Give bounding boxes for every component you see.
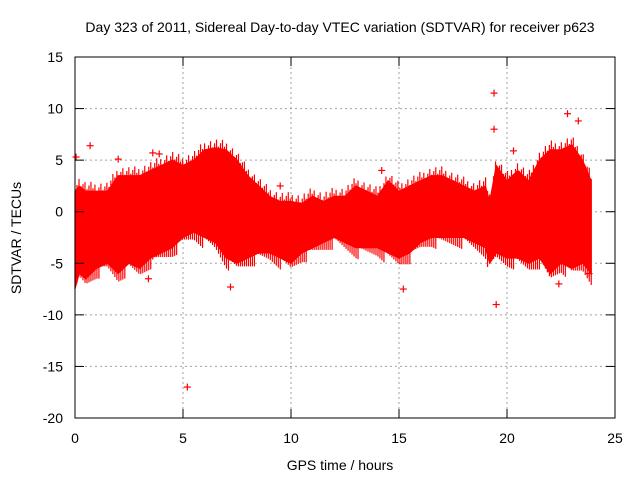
outlier-point — [555, 280, 563, 288]
y-tick-labels: -20 -15 -10 -5 0 5 10 15 — [43, 49, 63, 426]
outlier-point — [563, 110, 571, 118]
x-tick-label: 0 — [71, 430, 79, 446]
x-tick-label: 5 — [179, 430, 187, 446]
x-tick-label: 25 — [607, 430, 623, 446]
outlier-point — [585, 270, 593, 278]
chart-title: Day 323 of 2011, Sidereal Day-to-day VTE… — [85, 19, 594, 35]
outlier-point — [509, 147, 517, 155]
plot-frame — [74, 56, 616, 419]
y-tick-label: -5 — [51, 255, 64, 271]
outlier-point — [490, 89, 498, 97]
outlier-point — [144, 275, 152, 283]
y-tick-label: 15 — [47, 49, 63, 65]
outlier-point — [276, 182, 284, 190]
y-tick-label: -20 — [43, 410, 63, 426]
outlier-point — [378, 166, 386, 174]
outlier-point — [155, 150, 163, 158]
x-tick-label: 10 — [283, 430, 299, 446]
outlier-point — [490, 125, 498, 133]
y-tick-label: -15 — [43, 358, 63, 374]
x-tick-labels: 0 5 10 15 20 25 — [71, 430, 623, 446]
y-tick-label: -10 — [43, 307, 63, 323]
outlier-layer — [72, 89, 593, 391]
data-layer — [74, 137, 592, 290]
outlier-point — [72, 153, 80, 161]
x-axis-label: GPS time / hours — [287, 457, 394, 473]
outlier-point — [227, 283, 235, 291]
tick-layer — [74, 56, 616, 419]
outlier-point — [574, 117, 582, 125]
outlier-point — [149, 149, 157, 157]
outlier-point — [86, 142, 94, 150]
y-tick-label: 10 — [47, 101, 63, 117]
x-tick-label: 20 — [499, 430, 515, 446]
outlier-point — [399, 285, 407, 293]
outlier-point — [114, 155, 122, 163]
outlier-point — [492, 301, 500, 309]
y-tick-label: 0 — [55, 204, 63, 220]
x-tick-label: 15 — [391, 430, 407, 446]
y-tick-label: 5 — [55, 152, 63, 168]
outlier-point — [149, 252, 157, 260]
y-axis-label: SDTVAR / TECUs — [8, 182, 24, 294]
outlier-point — [183, 383, 191, 391]
